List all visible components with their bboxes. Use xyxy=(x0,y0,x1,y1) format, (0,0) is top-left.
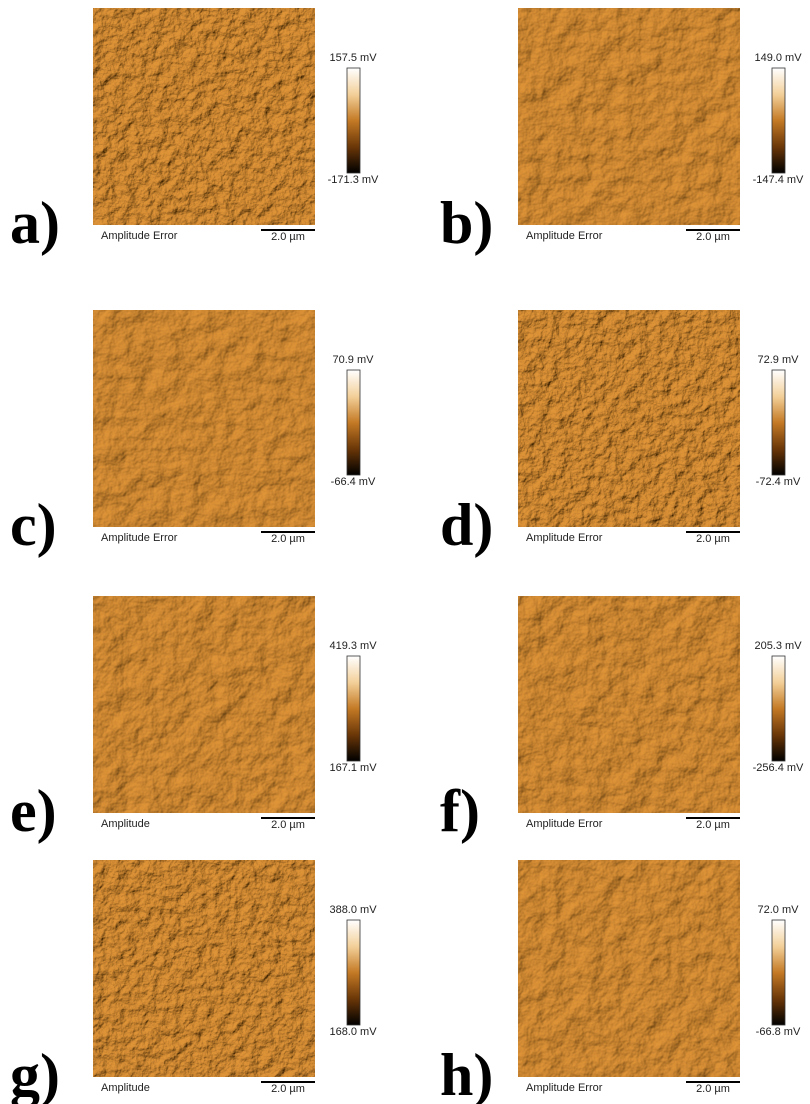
color-bar-min: 167.1 mV xyxy=(329,762,377,774)
afm-image xyxy=(518,310,740,527)
color-bar-min: -147.4 mV xyxy=(753,174,804,186)
caption: Amplitude Error xyxy=(101,230,178,242)
panel-label: a) xyxy=(10,190,60,256)
color-bar-min: -72.4 mV xyxy=(756,476,801,488)
scale-label: 2.0 µm xyxy=(696,231,730,243)
color-bar-min: -66.4 mV xyxy=(331,476,376,488)
caption: Amplitude Error xyxy=(526,818,603,830)
panel-label: h) xyxy=(440,1042,493,1104)
color-bar-max: 157.5 mV xyxy=(329,52,377,64)
panel-label: f) xyxy=(440,778,480,844)
afm-image xyxy=(518,860,740,1077)
scale-label: 2.0 µm xyxy=(696,1083,730,1095)
afm-image xyxy=(93,8,315,225)
figure: a) 157.5 mV -171.3 mV Amplitude Error 2.0 µm… xyxy=(0,0,810,1104)
color-bar-max: 72.0 mV xyxy=(758,904,800,916)
caption: Amplitude xyxy=(101,1082,150,1094)
color-bar-min: 168.0 mV xyxy=(329,1026,377,1038)
color-bar xyxy=(772,68,785,173)
color-bar xyxy=(772,656,785,761)
panel-label: b) xyxy=(440,190,493,256)
color-bar-max: 70.9 mV xyxy=(333,354,375,366)
panel-label: g) xyxy=(10,1042,60,1104)
scale-label: 2.0 µm xyxy=(271,819,305,831)
panel-label: e) xyxy=(10,778,57,844)
scale-label: 2.0 µm xyxy=(271,533,305,545)
scale-label: 2.0 µm xyxy=(271,1083,305,1095)
color-bar-min: -256.4 mV xyxy=(753,762,804,774)
color-bar-max: 205.3 mV xyxy=(754,640,802,652)
scale-label: 2.0 µm xyxy=(271,231,305,243)
caption: Amplitude Error xyxy=(526,1082,603,1094)
caption: Amplitude Error xyxy=(526,230,603,242)
afm-image xyxy=(93,310,315,527)
afm-image xyxy=(518,596,740,813)
color-bar xyxy=(347,68,360,173)
color-bar-min: -171.3 mV xyxy=(328,174,379,186)
color-bar-max: 419.3 mV xyxy=(329,640,377,652)
panel-label: d) xyxy=(440,492,493,558)
color-bar xyxy=(772,920,785,1025)
caption: Amplitude Error xyxy=(101,532,178,544)
scale-label: 2.0 µm xyxy=(696,819,730,831)
color-bar-max: 149.0 mV xyxy=(754,52,802,64)
color-bar-max: 388.0 mV xyxy=(329,904,377,916)
color-bar xyxy=(347,920,360,1025)
color-bar xyxy=(347,656,360,761)
color-bar-max: 72.9 mV xyxy=(758,354,800,366)
color-bar xyxy=(772,370,785,475)
caption: Amplitude xyxy=(101,818,150,830)
color-bar xyxy=(347,370,360,475)
caption: Amplitude Error xyxy=(526,532,603,544)
color-bar-min: -66.8 mV xyxy=(756,1026,801,1038)
afm-image xyxy=(93,860,315,1077)
afm-image xyxy=(93,596,315,813)
scale-label: 2.0 µm xyxy=(696,533,730,545)
panel-label: c) xyxy=(10,492,57,558)
afm-image xyxy=(518,8,740,225)
